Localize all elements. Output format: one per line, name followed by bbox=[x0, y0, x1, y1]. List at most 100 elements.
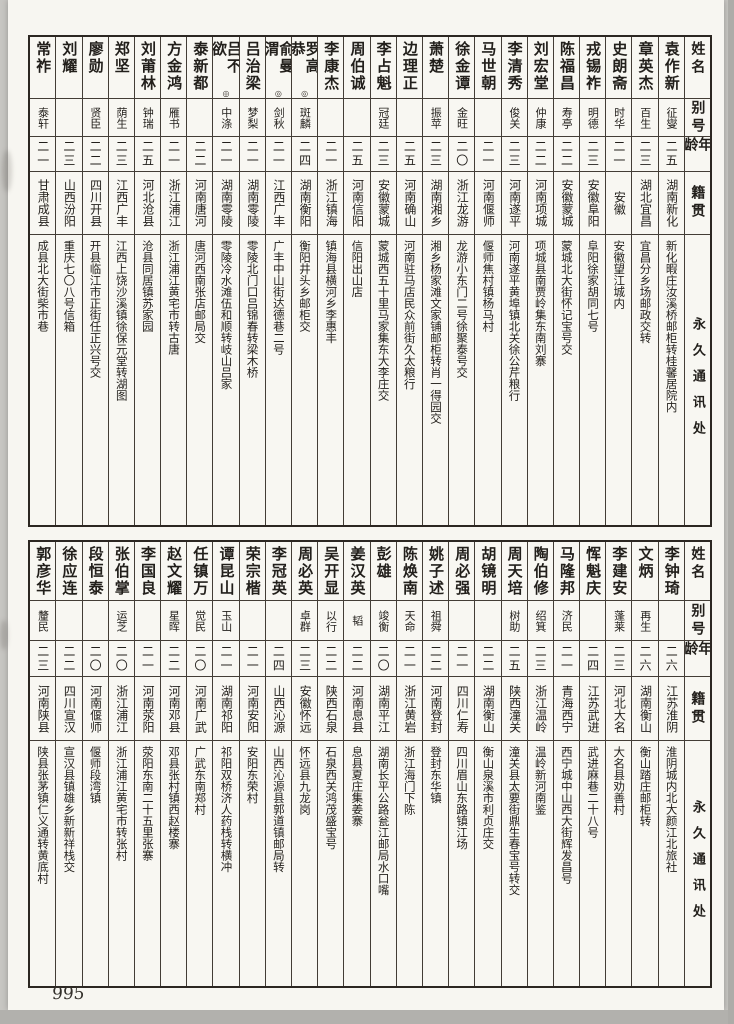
age-cell: 二〇 bbox=[108, 640, 134, 676]
age-cell: 二二 bbox=[82, 136, 108, 171]
person-address: 零陵冷水滩伍和顺转岐山吕家 bbox=[219, 240, 234, 390]
person-address: 重庆七〇八号信箱 bbox=[62, 240, 77, 332]
header-name-label: 姓名 bbox=[689, 546, 706, 582]
address-cell: 信阳出山店 bbox=[344, 234, 370, 525]
person-origin: 四川仁寿 bbox=[455, 684, 470, 733]
name-cell: 常祚 bbox=[30, 37, 55, 98]
origin-cell: 河南偃师 bbox=[82, 676, 108, 740]
person-name: 陈福昌 bbox=[557, 41, 576, 92]
address-cell: 荥阳东南二十五里张寨 bbox=[134, 740, 161, 986]
age-cell: 二六 bbox=[632, 640, 658, 676]
address-cell: 湖南长平公路瓮江邮局水口嘴 bbox=[370, 740, 396, 986]
age-cell: 二〇 bbox=[370, 640, 396, 676]
person-alias: 贤臣 bbox=[88, 106, 102, 129]
age-cell: 二二 bbox=[475, 640, 501, 676]
person-age: 二〇 bbox=[114, 644, 129, 673]
origin-cell: 湖南衡山 bbox=[632, 676, 658, 740]
person-origin: 河南项城 bbox=[533, 179, 548, 227]
person-column: 廖勋 贤臣 二二 四川开县 开县临江市正街任正兴号交 bbox=[81, 37, 108, 525]
name-cell: 史朗斋 bbox=[606, 37, 631, 98]
name-cell: 周必英 bbox=[292, 542, 317, 600]
origin-cell: 河南遂平 bbox=[501, 171, 527, 234]
address-cell: 浙江浦江黄宅市转古唐 bbox=[161, 234, 187, 525]
address-cell: 湘乡杨家滩文家铺邮柜转肖一得园交 bbox=[422, 234, 449, 525]
origin-cell: 河南陕县 bbox=[30, 676, 56, 740]
alias-cell: 运芝 bbox=[108, 600, 134, 640]
person-age: 二〇 bbox=[192, 644, 207, 673]
person-origin: 湖南衡山 bbox=[481, 684, 496, 733]
person-age: 二六 bbox=[664, 644, 679, 673]
origin-cell: 湖南衡阳 bbox=[292, 171, 318, 234]
age-cell: 二一 bbox=[213, 136, 239, 171]
person-column: 罗高恭 ◎ 斑麟 二四 湖南衡阳 衡阳井头乡邮柜交 bbox=[291, 37, 318, 525]
person-age: 二一 bbox=[559, 644, 574, 673]
person-alias: 运芝 bbox=[115, 609, 129, 632]
person-column: 袁作新 征燮 二五 湖南新化 新化暇庄汝溪桥邮柜转桂馨居院内 bbox=[657, 37, 684, 525]
person-column: 俞曼渭 ◎ 剑秋 二一 江西广丰 广丰中山街达德巷二号 bbox=[264, 37, 291, 525]
name-cell: 陈焕南 bbox=[397, 542, 422, 600]
person-column: 文炳 再生 二六 湖南衡山 衡山踏庄邮柜转 bbox=[631, 542, 658, 986]
person-column: 赵文耀 星晖 二二 河南邓县 邓县张村镇西赵楼寨 bbox=[160, 542, 187, 986]
address-cell: 安徽望江城内 bbox=[606, 234, 632, 525]
age-cell: 二二 bbox=[56, 640, 82, 676]
person-address: 衡山泉溪市利贞庄交 bbox=[481, 746, 496, 850]
person-alias: 中涤 bbox=[219, 106, 233, 129]
person-origin: 安徽怀远 bbox=[298, 684, 313, 733]
person-name: 陶伯修 bbox=[531, 546, 550, 597]
person-alias: 钟瑞 bbox=[141, 106, 155, 129]
person-address: 四川眉山东路镇江场 bbox=[455, 746, 470, 850]
age-cell: 二一 bbox=[318, 136, 344, 171]
person-origin: 湖南祁阳 bbox=[219, 684, 234, 733]
header-address-label: 永久通讯处 bbox=[689, 316, 705, 447]
age-cell: 二三 bbox=[370, 136, 396, 171]
person-origin: 甘肃成县 bbox=[36, 179, 51, 227]
person-address: 湖南长平公路瓮江邮局水口嘴 bbox=[376, 746, 391, 896]
origin-cell: 江苏淮阴 bbox=[658, 676, 684, 740]
person-column: 李冠英 二四 山西沁源 山西沁源县郭道镇邮局转 bbox=[264, 542, 291, 986]
alias-cell: 星晖 bbox=[161, 600, 187, 640]
name-cell: 方金鸿 bbox=[161, 37, 186, 98]
alias-cell: 振苹 bbox=[422, 98, 449, 136]
age-cell: 二一 bbox=[606, 136, 632, 171]
person-alias: 振苹 bbox=[429, 106, 443, 129]
name-cell: 李康杰 bbox=[318, 37, 343, 98]
age-cell: 二三 bbox=[501, 136, 527, 171]
header-address-label: 永久通讯处 bbox=[689, 800, 705, 930]
name-cell: 徐应连 bbox=[56, 542, 81, 600]
header-name-label: 姓名 bbox=[689, 41, 706, 77]
person-name: 罗高恭 bbox=[292, 41, 318, 75]
age-cell: 二一 bbox=[134, 640, 161, 676]
person-origin: 河南登封 bbox=[429, 684, 443, 733]
header-origin-cell: 籍贯 bbox=[684, 676, 710, 740]
alias-cell bbox=[344, 98, 370, 136]
age-cell: 二一 bbox=[213, 640, 239, 676]
alias-cell: 仲康 bbox=[527, 98, 553, 136]
person-column: 吕治梁 梦梨 二一 湖南零陵 零陵北门口吕锦春转梁木桥 bbox=[238, 37, 265, 525]
header-origin-label: 籍贯 bbox=[689, 690, 706, 727]
name-cell: 马世朝 bbox=[475, 37, 500, 98]
alias-cell bbox=[318, 98, 344, 136]
name-cell: 吕治梁 bbox=[240, 37, 265, 98]
origin-cell: 陕西石泉 bbox=[318, 676, 344, 740]
address-cell: 怀远县九龙岗 bbox=[292, 740, 318, 986]
alias-cell: 以行 bbox=[318, 600, 344, 640]
person-name: 陈焕南 bbox=[400, 546, 419, 597]
person-age: 二三 bbox=[297, 644, 312, 673]
person-name: 吴开显 bbox=[322, 546, 341, 597]
person-column: 胡镜明 二二 湖南衡山 衡山泉溪市利贞庄交 bbox=[474, 542, 501, 986]
name-cell: 李建安 bbox=[606, 542, 631, 600]
person-address: 潼关县太要街鼎生春宝号转交 bbox=[507, 746, 522, 896]
person-address: 邓县张村镇西赵楼寨 bbox=[167, 746, 182, 850]
person-alias: 梦梨 bbox=[245, 106, 259, 129]
origin-cell: 青海西宁 bbox=[553, 676, 580, 740]
origin-cell: 河南广武 bbox=[187, 676, 213, 740]
person-column: 周必英 卓群 二三 安徽怀远 怀远县九龙岗 bbox=[291, 542, 318, 986]
page-number: 995 bbox=[51, 984, 86, 1004]
person-origin: 陕西潼关 bbox=[507, 684, 522, 733]
name-cell: 胡镜明 bbox=[475, 542, 500, 600]
person-age: 二二 bbox=[61, 644, 76, 673]
person-origin: 四川开县 bbox=[88, 179, 103, 227]
header-alias-label: 别号 bbox=[689, 602, 706, 639]
person-name: 周必英 bbox=[296, 546, 315, 597]
person-alias: 斑麟 bbox=[298, 106, 312, 129]
